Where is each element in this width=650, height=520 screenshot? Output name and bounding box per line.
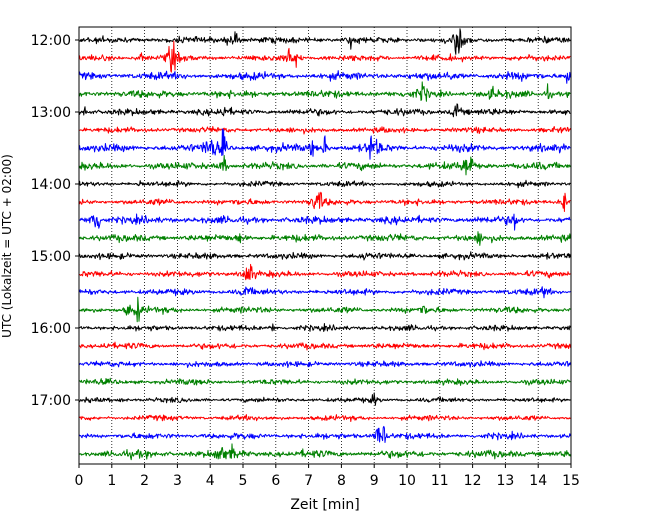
grid-lines [111, 27, 539, 464]
x-tick-label: 10 [398, 473, 416, 489]
seismic-trace [78, 341, 571, 351]
y-tick-label: 16:00 [31, 321, 71, 337]
seismic-trace [78, 360, 571, 368]
y-axis-ticks: 12:00 13:00 14:00 15:00 16:00 17:00 [31, 33, 79, 409]
x-tick-label: 12 [464, 473, 482, 489]
x-tick-label: 5 [239, 473, 248, 489]
seismic-trace [78, 251, 571, 261]
y-axis-label: UTC (Lokalzeit = UTC + 02:00) [0, 154, 14, 338]
seismic-trace [78, 40, 571, 73]
x-tick-label: 15 [562, 473, 580, 489]
seismic-trace [78, 323, 571, 332]
y-tick-label: 17:00 [31, 393, 71, 409]
x-tick-label: 9 [370, 473, 379, 489]
seismic-trace [78, 392, 571, 406]
seismic-trace [78, 81, 571, 102]
x-tick-label: 1 [107, 473, 116, 489]
y-tick-label: 12:00 [31, 33, 71, 49]
x-tick-label: 6 [271, 473, 280, 489]
seismic-trace [78, 443, 571, 461]
x-tick-label: 2 [140, 473, 149, 489]
seismic-trace [78, 103, 571, 118]
x-tick-label: 14 [529, 473, 547, 489]
seismic-trace [78, 286, 571, 299]
y-tick-label: 15:00 [31, 249, 71, 265]
seismic-trace [78, 155, 571, 176]
trace-group [78, 28, 571, 461]
x-tick-label: 4 [206, 473, 215, 489]
x-axis-label: Zeit [min] [290, 497, 359, 513]
y-tick-label: 13:00 [31, 105, 71, 121]
seismic-trace [78, 414, 571, 422]
x-tick-label: 7 [304, 473, 313, 489]
seismic-trace [78, 377, 571, 386]
seismic-trace [78, 28, 571, 55]
seismic-trace [78, 70, 571, 84]
seismic-trace [78, 296, 571, 323]
seismic-trace [78, 425, 571, 443]
x-axis-ticks: 0 1 2 3 4 5 6 7 8 9 10 11 12 13 14 15 [75, 464, 580, 489]
y-tick-label: 14:00 [31, 177, 71, 193]
x-tick-label: 13 [496, 473, 514, 489]
seismic-trace [78, 179, 571, 189]
x-tick-label: 3 [173, 473, 182, 489]
seismic-trace [78, 213, 571, 231]
seismic-trace [78, 231, 571, 246]
x-tick-label: 0 [75, 473, 84, 489]
x-tick-label: 11 [431, 473, 449, 489]
seismic-trace [78, 126, 571, 135]
x-tick-label: 8 [337, 473, 346, 489]
plot-frame [78, 26, 572, 465]
seismic-trace [78, 263, 571, 281]
seismic-trace [78, 191, 571, 212]
seismic-trace [78, 128, 571, 160]
